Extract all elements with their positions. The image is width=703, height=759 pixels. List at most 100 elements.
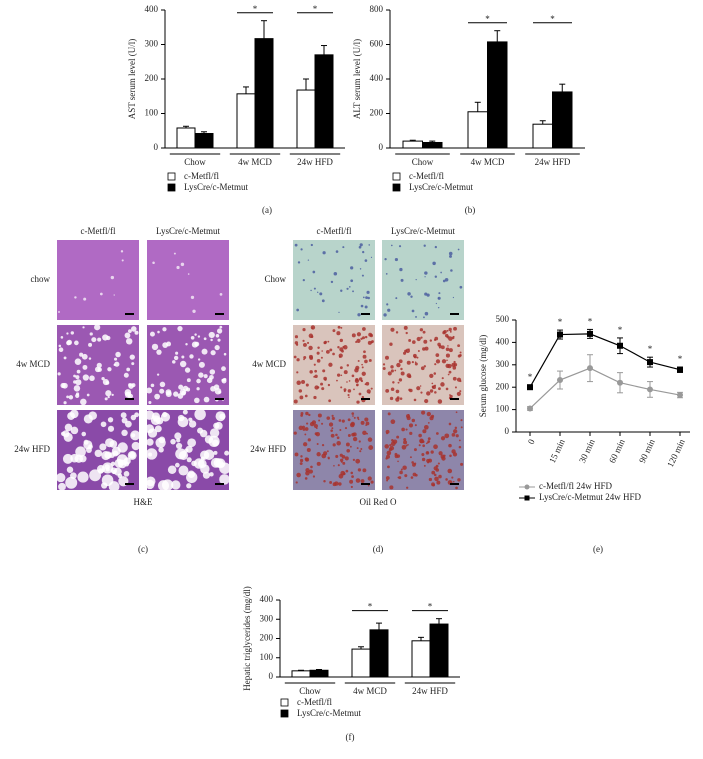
- micrograph-cell: [157, 480, 170, 492]
- micrograph-cell: [431, 382, 434, 385]
- legend-label: c-Metfl/fl 24w HFD: [539, 481, 612, 491]
- micrograph-cell: [405, 428, 408, 431]
- micrograph-cell: [332, 482, 337, 487]
- micrograph-cell: [430, 414, 435, 418]
- micrograph-cell: [441, 377, 444, 380]
- micrograph-cell: [451, 433, 456, 437]
- y-tick-label: 400: [496, 336, 510, 346]
- micrograph-cell: [182, 409, 188, 415]
- micrograph-cell: [382, 363, 386, 366]
- micrograph-cell: [354, 378, 360, 383]
- micrograph-cell: [356, 447, 359, 450]
- micrograph-cell: [312, 270, 316, 274]
- micrograph-cell: [340, 289, 343, 292]
- micrograph-cell: [206, 377, 213, 384]
- micrograph-cell: [214, 344, 220, 351]
- bar: [296, 89, 316, 149]
- micrograph-cell: [336, 436, 340, 440]
- micrograph-cell: [431, 470, 436, 475]
- micrograph-cell: [353, 388, 355, 391]
- micrograph-cell: [399, 267, 403, 272]
- micrograph-cell: [446, 359, 448, 362]
- micrograph-cell: [356, 416, 360, 419]
- micrograph-cell: [323, 451, 328, 456]
- micrograph-cell: [358, 392, 362, 396]
- micrograph-cell: [296, 358, 300, 362]
- micrograph-cell: [337, 346, 340, 349]
- micrograph-cell: [432, 483, 435, 487]
- micrograph-cell: [112, 470, 117, 475]
- micrograph-cell: [124, 420, 132, 428]
- micrograph-cell: [56, 472, 66, 483]
- scale-bar: [450, 483, 459, 485]
- micrograph-cell: [424, 398, 429, 404]
- x-tick-label: 120 min: [665, 437, 687, 469]
- micrograph-cell: [343, 370, 348, 375]
- micrograph-cell: [335, 433, 338, 437]
- y-tick-label: 100: [260, 652, 274, 662]
- micrograph-cell: [307, 438, 311, 442]
- micrograph-cell: [76, 369, 81, 374]
- micrograph-cell: [219, 474, 230, 485]
- x-tick-label: 4w MCD: [238, 157, 272, 167]
- micrograph-cell: [358, 440, 361, 443]
- micrograph-cell: [330, 429, 333, 432]
- micrograph-cell: [321, 443, 325, 447]
- micrograph-cell: [357, 468, 362, 472]
- micrograph-cell: [407, 443, 409, 446]
- micrograph-cell: [214, 421, 223, 430]
- micrograph-cell: [113, 363, 116, 367]
- x-tick-label: 4w MCD: [471, 157, 505, 167]
- micrograph-cell: [454, 426, 458, 430]
- micrograph-cell: [448, 370, 452, 374]
- micrograph-cell: [299, 395, 304, 400]
- micrograph-cell: [360, 448, 363, 450]
- micrograph-cell: [58, 311, 60, 313]
- micrograph-cell: [451, 336, 455, 340]
- point: [647, 386, 653, 393]
- micrograph-cell: [332, 329, 336, 333]
- micrograph-cell: [389, 443, 392, 447]
- micrograph-cell: [394, 369, 397, 372]
- micrograph-cell: [203, 337, 207, 341]
- micrograph-cell: [354, 368, 359, 373]
- micrograph-cell: [428, 477, 433, 482]
- micrograph-cell: [341, 419, 345, 423]
- micrograph-cell: [421, 410, 426, 415]
- micrograph-cell: [99, 292, 103, 296]
- scale-bar: [450, 398, 459, 400]
- micrograph-cell: [366, 389, 371, 394]
- micrograph-cell: [408, 339, 412, 342]
- micrograph-cell: [420, 336, 423, 339]
- micrograph-cell: [223, 352, 227, 356]
- micrograph-cell: [437, 306, 440, 309]
- micrograph-cell: [445, 387, 449, 391]
- micrograph-cell: [328, 399, 332, 403]
- micrograph-cell: [332, 352, 335, 356]
- micrograph-cell: [350, 471, 354, 475]
- micrograph-cell: [435, 353, 440, 357]
- micrograph-cell: [440, 345, 445, 350]
- micrograph-cell: [390, 369, 394, 373]
- micrograph-cell: [322, 251, 326, 255]
- micrograph-cell: [340, 374, 343, 377]
- micrograph-cell: [387, 371, 392, 376]
- micrograph-cell: [304, 427, 309, 431]
- micrograph-cell: [348, 286, 351, 288]
- micrograph-cell: [67, 412, 75, 420]
- micrograph-cell: [336, 379, 338, 382]
- micrograph-cell: [173, 252, 176, 255]
- micrograph-cell: [418, 433, 422, 438]
- micrograph-cell: [342, 461, 346, 465]
- micrograph-cell: [189, 354, 194, 359]
- micrograph-cell: [396, 396, 400, 400]
- micrograph-cell: [349, 445, 352, 448]
- scale-bar: [215, 483, 224, 485]
- micrograph-cell: [75, 392, 80, 396]
- micrograph-cell: [58, 347, 64, 353]
- panel-label: (d): [373, 544, 384, 554]
- x-tick-label: Chow: [412, 157, 434, 167]
- micrograph-cell: [145, 424, 155, 434]
- micrograph-cell: [333, 464, 335, 467]
- micrograph-cell: [305, 383, 309, 387]
